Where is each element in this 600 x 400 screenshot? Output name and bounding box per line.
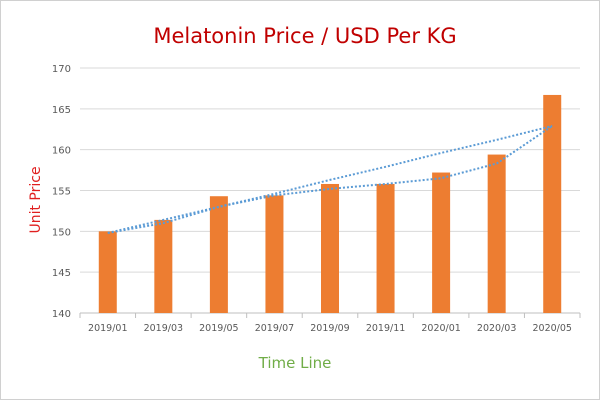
y-axis-label: Unit Price	[28, 166, 44, 233]
linear-trendline	[107, 125, 553, 234]
y-tick-label: 150	[52, 227, 71, 238]
y-tick-label: 160	[52, 146, 71, 157]
x-tick-label: 2019/07	[255, 323, 294, 334]
bar	[376, 183, 395, 313]
x-tick-label: 2020/03	[477, 323, 516, 334]
x-tick-label: 2019/03	[144, 323, 183, 334]
y-tick-label: 165	[52, 105, 71, 116]
trend-curve	[107, 125, 553, 234]
x-tick-label: 2019/05	[199, 323, 238, 334]
bar	[321, 183, 339, 313]
bar	[154, 219, 173, 313]
bar	[265, 195, 284, 313]
bar	[543, 94, 562, 313]
chart-title: Melatonin Price / USD Per KG	[153, 24, 456, 48]
x-tick-label: 2020/01	[421, 323, 460, 334]
bar	[432, 172, 451, 313]
bar	[487, 154, 506, 313]
bar	[98, 231, 117, 313]
x-tick-label: 2020/05	[532, 323, 571, 334]
x-tick-label: 2019/01	[88, 323, 127, 334]
y-tick-label: 170	[52, 64, 71, 75]
x-axis-label: Time Line	[258, 354, 332, 372]
x-tick-label: 2019/11	[366, 323, 405, 334]
y-tick-label: 145	[52, 268, 71, 279]
bar	[209, 196, 228, 313]
y-tick-label: 140	[52, 309, 71, 320]
x-tick-label: 2019/09	[310, 323, 349, 334]
y-tick-label: 155	[52, 187, 71, 198]
